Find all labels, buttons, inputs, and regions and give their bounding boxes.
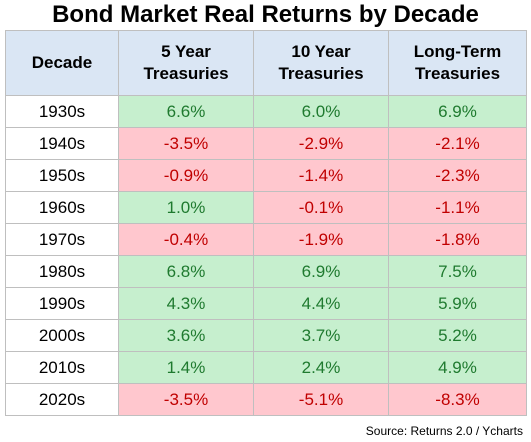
return-cell: 6.0%: [253, 95, 389, 128]
return-cell: 6.9%: [388, 95, 527, 128]
decade-cell: 1960s: [5, 191, 119, 224]
return-cell: -1.4%: [253, 159, 389, 192]
decade-cell: 1980s: [5, 255, 119, 288]
table-row: 1960s 1.0% -0.1% -1.1%: [5, 191, 527, 224]
table-row: 1990s 4.3% 4.4% 5.9%: [5, 287, 527, 320]
table-row: 2020s -3.5% -5.1% -8.3%: [5, 383, 527, 416]
chart-title: Bond Market Real Returns by Decade: [52, 1, 479, 28]
return-cell: 6.8%: [118, 255, 254, 288]
return-cell: 6.6%: [118, 95, 254, 128]
return-cell: 7.5%: [388, 255, 527, 288]
return-cell: 4.9%: [388, 351, 527, 384]
header-long-term: Long-Term Treasuries: [388, 30, 527, 96]
return-cell: 3.6%: [118, 319, 254, 352]
return-cell: 4.3%: [118, 287, 254, 320]
source-note: Source: Returns 2.0 / Ycharts: [365, 424, 523, 438]
decade-cell: 1930s: [5, 95, 119, 128]
return-cell: 2.4%: [253, 351, 389, 384]
table-row: 1940s -3.5% -2.9% -2.1%: [5, 127, 527, 160]
return-cell: 1.0%: [118, 191, 254, 224]
decade-cell: 1990s: [5, 287, 119, 320]
decade-cell: 2020s: [5, 383, 119, 416]
return-cell: -8.3%: [388, 383, 527, 416]
table-row: 2000s 3.6% 3.7% 5.2%: [5, 319, 527, 352]
return-cell: 6.9%: [253, 255, 389, 288]
return-cell: -0.4%: [118, 223, 254, 256]
table-row: 1970s -0.4% -1.9% -1.8%: [5, 223, 527, 256]
header-row: Decade 5 Year Treasuries 10 Year Treasurie…: [5, 30, 527, 96]
return-cell: -1.1%: [388, 191, 527, 224]
return-cell: 5.2%: [388, 319, 527, 352]
return-cell: -3.5%: [118, 127, 254, 160]
return-cell: -5.1%: [253, 383, 389, 416]
table-row: 1950s -0.9% -1.4% -2.3%: [5, 159, 527, 192]
return-cell: -2.1%: [388, 127, 527, 160]
return-cell: -1.9%: [253, 223, 389, 256]
returns-table: Decade 5 Year Treasuries 10 Year Treasurie…: [5, 30, 527, 416]
return-cell: 4.4%: [253, 287, 389, 320]
return-cell: 5.9%: [388, 287, 527, 320]
table-row: 2010s 1.4% 2.4% 4.9%: [5, 351, 527, 384]
decade-cell: 1970s: [5, 223, 119, 256]
header-decade: Decade: [5, 30, 119, 96]
table-row: 1980s 6.8% 6.9% 7.5%: [5, 255, 527, 288]
decade-cell: 2000s: [5, 319, 119, 352]
decade-cell: 1940s: [5, 127, 119, 160]
return-cell: -2.3%: [388, 159, 527, 192]
header-5-year: 5 Year Treasuries: [118, 30, 254, 96]
table-body: 1930s 6.6% 6.0% 6.9% 1940s -3.5% -2.9% -2.1% 195…: [5, 95, 527, 416]
return-cell: -1.8%: [388, 223, 527, 256]
return-cell: -0.9%: [118, 159, 254, 192]
return-cell: 1.4%: [118, 351, 254, 384]
return-cell: -0.1%: [253, 191, 389, 224]
decade-cell: 1950s: [5, 159, 119, 192]
return-cell: -3.5%: [118, 383, 254, 416]
return-cell: -2.9%: [253, 127, 389, 160]
header-10-year: 10 Year Treasuries: [253, 30, 389, 96]
decade-cell: 2010s: [5, 351, 119, 384]
table-row: 1930s 6.6% 6.0% 6.9%: [5, 95, 527, 128]
return-cell: 3.7%: [253, 319, 389, 352]
